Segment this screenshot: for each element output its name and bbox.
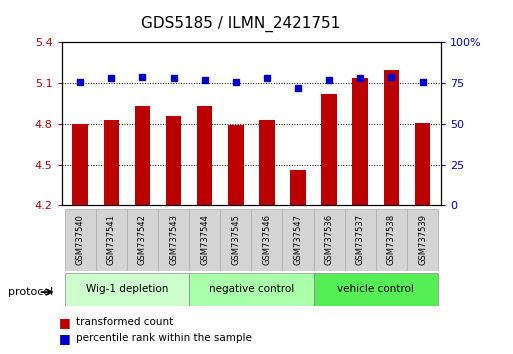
Text: GDS5185 / ILMN_2421751: GDS5185 / ILMN_2421751 — [142, 16, 341, 32]
Bar — [189, 209, 220, 271]
Text: GSM737537: GSM737537 — [356, 214, 365, 265]
Text: ■: ■ — [59, 316, 71, 329]
Bar — [65, 273, 189, 306]
Text: GSM737539: GSM737539 — [418, 214, 427, 265]
Text: transformed count: transformed count — [76, 317, 173, 327]
Text: GSM737544: GSM737544 — [200, 214, 209, 265]
Bar — [135, 106, 150, 205]
Bar — [166, 116, 182, 205]
Bar — [96, 209, 127, 271]
Bar — [313, 209, 345, 271]
Bar — [158, 209, 189, 271]
Text: percentile rank within the sample: percentile rank within the sample — [76, 333, 252, 343]
Bar — [220, 209, 251, 271]
Bar — [290, 170, 306, 205]
Text: vehicle control: vehicle control — [338, 284, 415, 295]
Bar — [251, 209, 283, 271]
Text: GSM737545: GSM737545 — [231, 214, 240, 265]
Text: negative control: negative control — [209, 284, 294, 295]
Bar — [283, 209, 313, 271]
Bar — [259, 120, 274, 205]
Text: GSM737542: GSM737542 — [138, 214, 147, 265]
Bar — [127, 209, 158, 271]
Text: GSM737540: GSM737540 — [76, 214, 85, 265]
Bar — [415, 122, 430, 205]
Bar — [65, 209, 96, 271]
Bar — [197, 106, 212, 205]
Bar — [321, 94, 337, 205]
Bar — [376, 209, 407, 271]
Bar — [345, 209, 376, 271]
Text: GSM737546: GSM737546 — [263, 214, 271, 265]
Bar — [352, 78, 368, 205]
Text: protocol: protocol — [8, 287, 53, 297]
Bar — [189, 273, 313, 306]
Bar — [407, 209, 438, 271]
Bar — [72, 124, 88, 205]
Text: GSM737543: GSM737543 — [169, 214, 178, 265]
Text: GSM737538: GSM737538 — [387, 214, 396, 265]
Text: Wig-1 depletion: Wig-1 depletion — [86, 284, 168, 295]
Text: ■: ■ — [59, 332, 71, 344]
Bar — [384, 70, 399, 205]
Text: GSM737547: GSM737547 — [293, 214, 303, 265]
Text: GSM737536: GSM737536 — [325, 214, 333, 265]
Bar — [313, 273, 438, 306]
Text: GSM737541: GSM737541 — [107, 214, 116, 265]
Bar — [104, 120, 119, 205]
Bar — [228, 125, 244, 205]
